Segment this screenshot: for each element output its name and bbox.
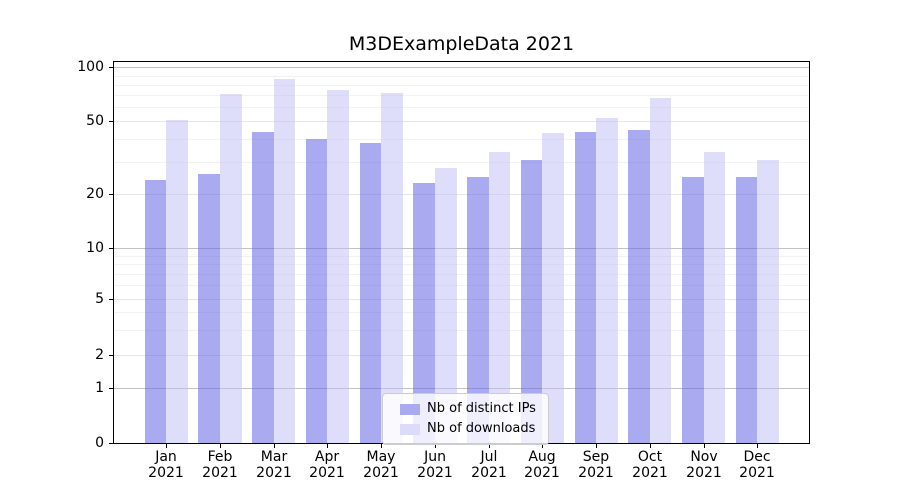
bar-distinct-ips-apr [305,139,328,443]
x-tick-label-feb: Feb 2021 [202,449,238,481]
bar-downloads-dec [757,159,779,443]
bar-downloads-jan [166,119,188,443]
y-gridline [114,248,809,249]
bars-layer [114,62,809,443]
x-tick [166,444,167,448]
x-tick [650,444,651,448]
x-tick-label-nov: Nov 2021 [686,449,722,481]
y-gridline-minor [114,85,809,86]
gridlines-layer [114,62,809,443]
y-gridline-minor [114,274,809,275]
y-tick [109,355,113,356]
y-tick-label: 1 [95,380,104,396]
x-tick-label-jan: Jan 2021 [148,449,184,481]
y-tick-label: 20 [86,186,104,202]
y-gridline [114,355,809,356]
bar-downloads-apr [327,89,350,443]
legend: Nb of distinct IPs Nb of downloads [382,393,549,445]
y-gridline-minor [114,264,809,265]
bar-distinct-ips-nov [682,176,704,443]
legend-item-downloads: Nb of downloads [393,419,536,439]
y-gridline [114,67,809,68]
legend-swatch-distinct-ips [400,403,420,415]
x-tick-label-dec: Dec 2021 [739,449,775,481]
x-tick [704,444,705,448]
x-tick-label-jul: Jul 2021 [471,449,507,481]
bar-downloads-mar [273,79,296,443]
bar-distinct-ips-jan [144,179,167,443]
x-tick [435,444,436,448]
y-tick-label: 100 [77,59,104,75]
y-tick [109,388,113,389]
bar-downloads-jun [434,167,457,443]
y-gridline-minor [114,285,809,286]
chart-title: M3DExampleData 2021 [348,33,575,55]
bar-distinct-ips-aug [520,159,543,443]
bar-distinct-ips-jul [467,176,489,443]
bar-distinct-ips-jun [413,183,435,443]
y-tick-label: 2 [95,347,104,363]
bar-distinct-ips-may [359,143,382,443]
y-tick [109,299,113,300]
legend-label-distinct-ips: Nb of distinct IPs [427,401,536,416]
y-gridline [114,388,809,389]
x-tick [381,444,382,448]
y-gridline [114,194,809,195]
y-gridline-minor [114,330,809,331]
y-gridline [114,299,809,300]
bar-distinct-ips-dec [735,176,758,443]
bar-downloads-may [381,93,403,443]
plot-area: Nb of distinct IPs Nb of downloads [113,61,810,445]
y-tick [109,194,113,195]
y-gridline [114,121,809,122]
x-tick-label-sep: Sep 2021 [578,449,614,481]
bar-downloads-oct [649,97,672,443]
x-tick-label-apr: Apr 2021 [309,449,345,481]
y-tick [109,443,113,444]
bar-distinct-ips-feb [198,173,221,443]
y-tick [109,248,113,249]
bar-downloads-jul [488,152,511,443]
legend-label-downloads: Nb of downloads [427,421,536,436]
y-tick-label: 10 [86,240,104,256]
y-gridline-minor [114,95,809,96]
legend-item-distinct-ips: Nb of distinct IPs [393,399,536,419]
x-tick-label-may: May 2021 [363,449,399,481]
x-tick [489,444,490,448]
y-tick-label: 50 [86,113,104,129]
y-tick [109,121,113,122]
y-tick-label: 0 [95,435,104,451]
y-tick [109,67,113,68]
bar-downloads-feb [220,94,242,443]
x-tick [757,444,758,448]
y-gridline-minor [114,107,809,108]
y-tick-label: 5 [95,291,104,307]
bar-distinct-ips-sep [574,131,597,443]
bar-distinct-ips-mar [252,131,274,443]
y-gridline-minor [114,139,809,140]
x-tick [274,444,275,448]
x-tick [220,444,221,448]
x-tick-label-aug: Aug 2021 [524,449,560,481]
x-tick [542,444,543,448]
bar-downloads-nov [703,152,726,443]
y-gridline-minor [114,76,809,77]
x-tick-label-mar: Mar 2021 [256,449,292,481]
x-tick-label-jun: Jun 2021 [417,449,453,481]
x-tick [596,444,597,448]
y-gridline-minor [114,162,809,163]
x-tick [327,444,328,448]
bar-distinct-ips-oct [628,129,650,443]
x-tick-label-oct: Oct 2021 [632,449,668,481]
legend-swatch-downloads [400,423,420,435]
bar-downloads-aug [542,133,564,443]
bar-downloads-sep [596,118,618,443]
y-gridline-minor [114,312,809,313]
y-gridline-minor [114,256,809,257]
